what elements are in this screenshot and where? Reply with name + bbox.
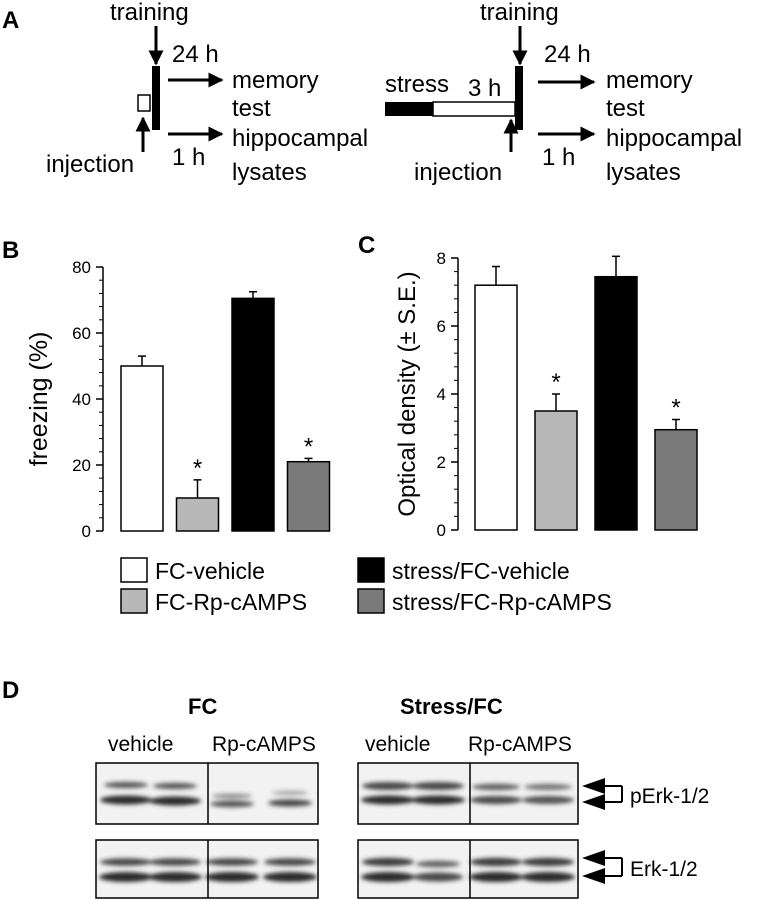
erk-band-arrows [582,850,623,884]
stress-perk-blot [357,762,579,825]
panel-b-letter: B [2,237,19,264]
significance-star: * [671,395,680,422]
y-tick-label: 60 [72,324,91,343]
fc-title: FC [188,694,217,719]
right-24h-label: 24 h [544,41,591,68]
right-injection-label: injection [414,159,502,186]
stress-bar [385,102,433,116]
bar-1 [175,497,220,532]
left-1h-label: 1 h [172,144,205,171]
bar-0 [120,365,164,532]
perk-label: pErk-1/2 [630,785,709,808]
panel-c-letter: C [358,232,375,259]
right-3h-label: 3 h [468,75,501,102]
right-hippocampal-label: hippocampal [606,125,742,152]
right-memory-label: memory [606,67,693,94]
bar-3 [654,428,698,531]
y-tick-label: 80 [72,258,91,277]
panel-a: A training 24 h memory test hippocampal … [2,0,742,186]
left-lysates-label: lysates [232,159,307,186]
stress-label: stress [385,71,449,98]
left-training-label: training [110,0,189,26]
stress-erk-blot [357,839,579,899]
bar-1 [534,410,578,531]
left-injection-box [137,94,151,112]
significance-star: * [551,369,560,396]
fc-vehicle-label: vehicle [108,733,173,756]
y-tick-label: 6 [437,317,446,336]
legend-label-3: stress/FC-Rp-cAMPS [392,589,612,615]
y-tick-label: 2 [437,453,446,472]
right-timeline-bar [515,66,523,130]
panel-d: D FC Stress/FC vehicle Rp-cAMPS vehicle … [2,677,709,899]
y-tick-label: 20 [72,456,91,475]
bar-2 [231,297,275,532]
panel-d-letter: D [2,677,19,704]
y-tick-label: 0 [82,522,91,541]
y-tick-label: 40 [72,390,91,409]
fc-perk-blot [95,762,319,825]
legend-swatch-0 [120,557,148,583]
y-tick-label: 0 [437,521,446,540]
perk-band-arrows [582,778,623,810]
left-injection-label: injection [46,151,134,178]
significance-star: * [193,455,202,482]
legend-label-0: FC-vehicle [155,558,265,584]
stress-title: Stress/FC [400,694,503,719]
stress-rp-label: Rp-cAMPS [468,733,572,756]
erk-label: Erk-1/2 [630,858,698,881]
legend-swatch-3 [357,588,385,614]
left-24h-label: 24 h [172,41,219,68]
bar-0 [474,284,518,531]
right-lysates-label: lysates [606,159,681,186]
legend-label-2: stress/FC-vehicle [392,558,570,584]
bar-2 [594,275,638,531]
right-test-label: test [606,95,645,122]
interval-bar [432,101,516,117]
left-hippocampal-label: hippocampal [232,125,368,152]
y-tick-label: 8 [437,249,446,268]
y-tick-label: 4 [437,385,446,404]
left-memory-label: memory [232,67,319,94]
legend-swatch-2 [357,557,385,583]
fc-erk-blot [95,839,319,899]
legend-swatch-1 [120,588,148,614]
legend-label-1: FC-Rp-cAMPS [155,589,307,615]
chart-c: 0 2 4 6 8 Optical density (± S.E.) * * [394,249,698,540]
chart-b: 0 20 40 60 80 freezing (%) * * [25,258,331,541]
y-axis-title: Optical density (± S.E.) [394,271,421,516]
bar-3 [286,460,331,532]
y-axis-title: freezing (%) [25,332,53,467]
right-training-label: training [480,0,559,26]
panel-a-letter: A [2,7,19,34]
legend: FC-vehicle FC-Rp-cAMPS stress/FC-vehicle st… [120,557,612,615]
right-1h-label: 1 h [542,144,575,171]
left-test-label: test [232,95,271,122]
stress-vehicle-label: vehicle [365,733,430,756]
significance-star: * [304,433,313,460]
fc-rp-label: Rp-cAMPS [212,733,316,756]
left-timeline-bar [152,66,160,130]
